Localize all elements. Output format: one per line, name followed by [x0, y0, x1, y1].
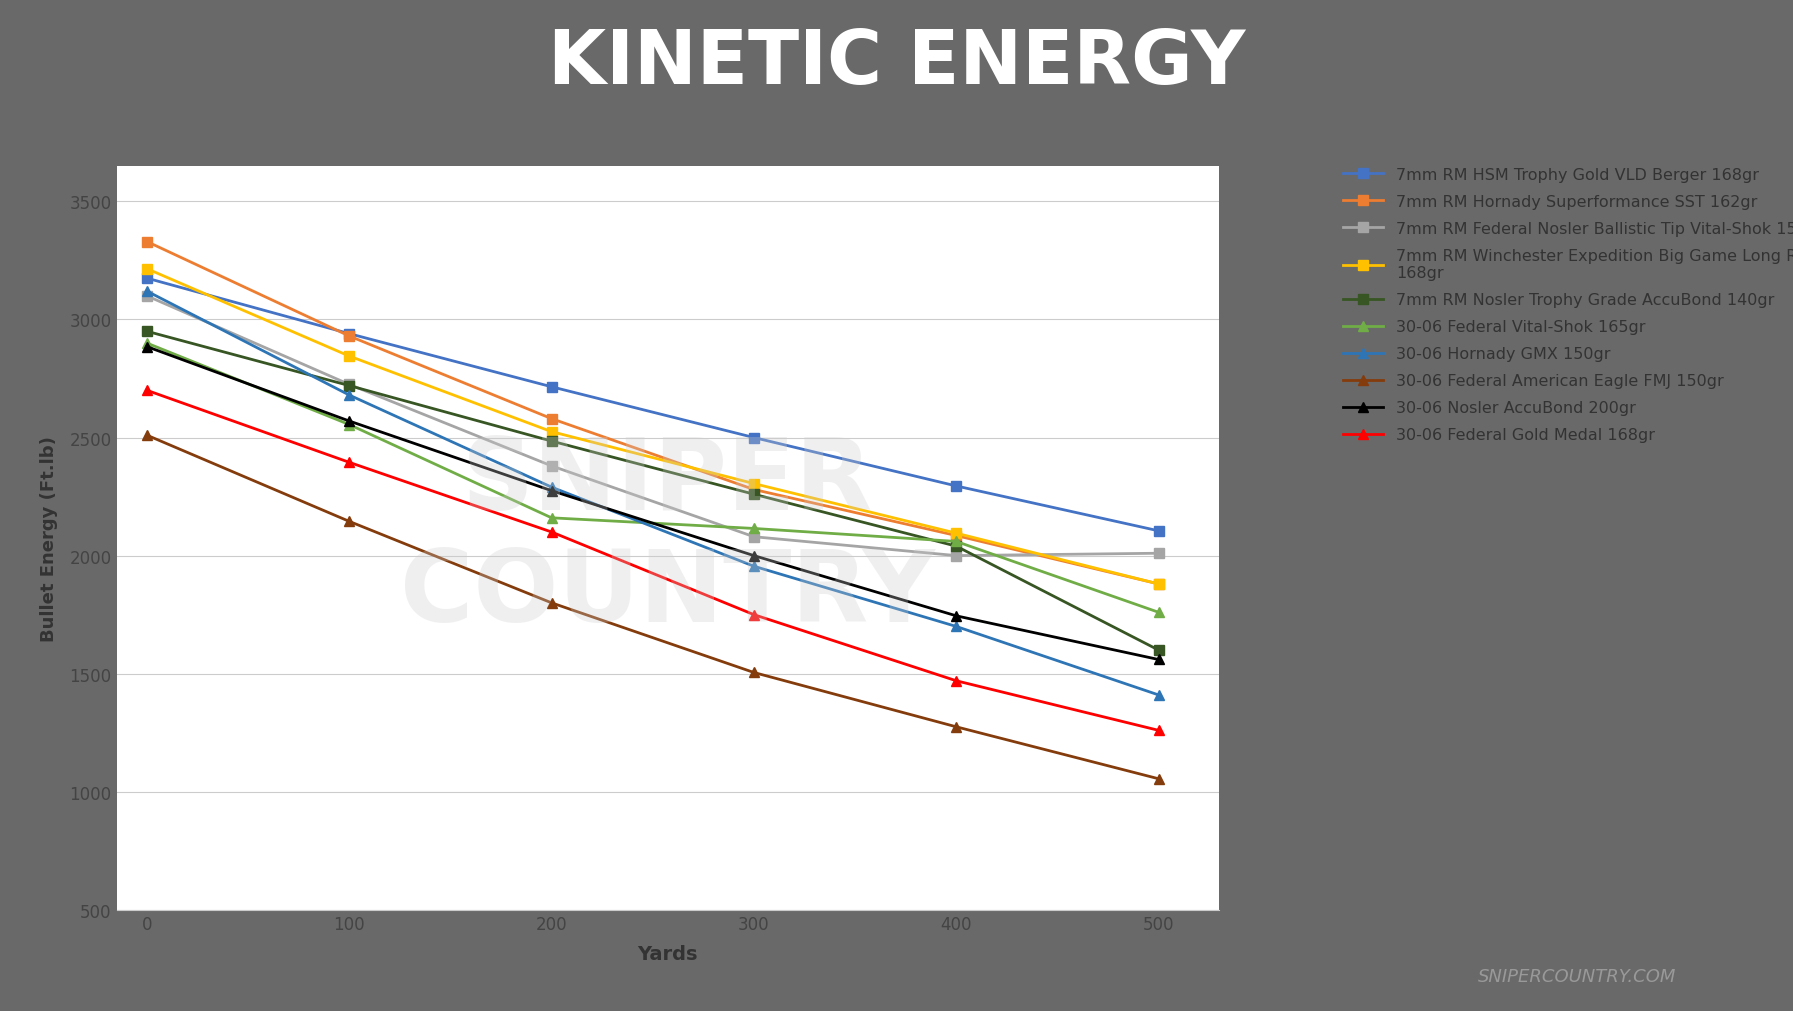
- Legend: 7mm RM HSM Trophy Gold VLD Berger 168gr, 7mm RM Hornady Superformance SST 162gr,: 7mm RM HSM Trophy Gold VLD Berger 168gr,…: [1336, 160, 1793, 451]
- Text: KINETIC ENERGY: KINETIC ENERGY: [549, 26, 1244, 100]
- Y-axis label: Bullet Energy (Ft.lb): Bullet Energy (Ft.lb): [41, 436, 59, 641]
- Text: SNIPERCOUNTRY.COM: SNIPERCOUNTRY.COM: [1477, 967, 1676, 985]
- X-axis label: Yards: Yards: [638, 944, 697, 962]
- Text: SNIPER
COUNTRY: SNIPER COUNTRY: [400, 434, 936, 643]
